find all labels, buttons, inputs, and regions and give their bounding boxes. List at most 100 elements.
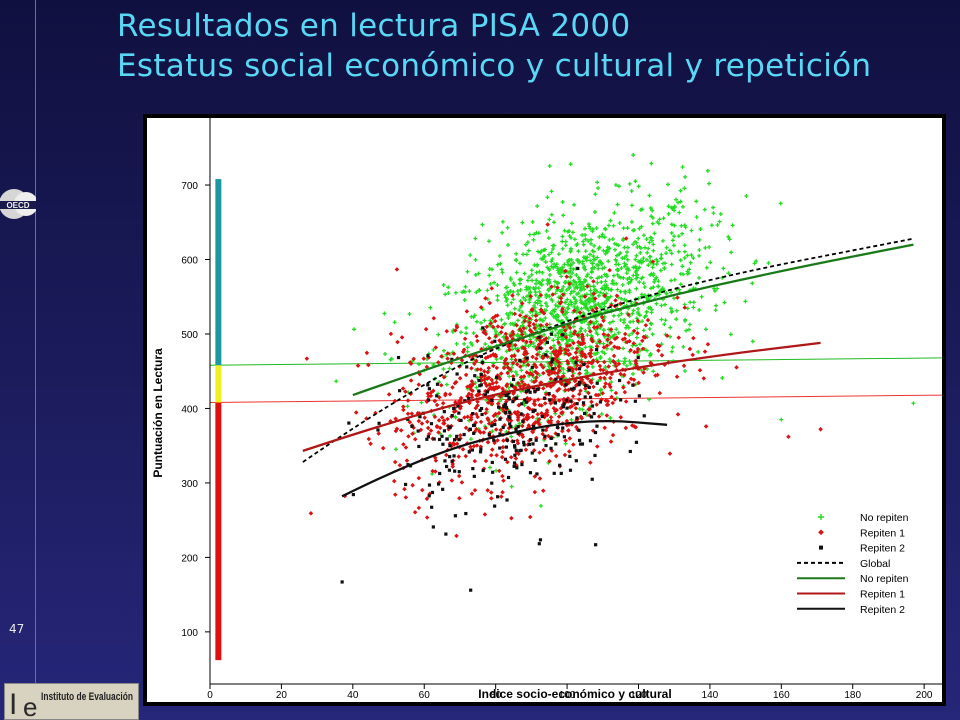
legend-marker-no-repiten <box>818 514 824 520</box>
point-repiten-2 <box>444 532 448 536</box>
point-no-repiten <box>428 305 433 310</box>
point-no-repiten <box>453 414 458 419</box>
point-no-repiten <box>581 242 586 247</box>
point-no-repiten <box>614 242 619 247</box>
point-repiten-2 <box>537 335 541 339</box>
point-repiten-1 <box>563 438 568 443</box>
point-repiten-1 <box>436 430 441 435</box>
point-no-repiten <box>485 288 490 293</box>
point-no-repiten <box>586 322 591 327</box>
point-no-repiten <box>662 302 667 307</box>
point-no-repiten <box>642 284 647 289</box>
point-repiten-2 <box>515 396 519 400</box>
point-repiten-2 <box>532 424 536 429</box>
point-no-repiten <box>643 313 648 318</box>
point-no-repiten <box>682 249 687 254</box>
point-no-repiten <box>601 341 606 346</box>
point-repiten-2 <box>559 377 563 382</box>
point-no-repiten <box>647 240 652 245</box>
point-repiten-2 <box>508 416 512 420</box>
point-repiten-2 <box>526 388 531 393</box>
point-repiten-2 <box>485 390 490 394</box>
point-no-repiten <box>537 373 542 378</box>
point-no-repiten <box>549 297 554 302</box>
point-no-repiten <box>583 345 588 350</box>
point-no-repiten <box>570 359 575 364</box>
point-repiten-1 <box>500 473 505 479</box>
point-no-repiten <box>550 257 555 262</box>
point-no-repiten <box>560 239 565 244</box>
point-repiten-2 <box>572 386 576 390</box>
point-no-repiten <box>512 306 517 311</box>
point-repiten-1 <box>501 365 507 371</box>
point-no-repiten <box>610 278 615 283</box>
point-repiten-1 <box>501 478 506 483</box>
point-no-repiten <box>383 352 388 357</box>
point-repiten-1 <box>602 359 607 365</box>
point-repiten-2 <box>577 367 582 371</box>
point-no-repiten <box>537 289 542 294</box>
point-no-repiten <box>544 292 549 297</box>
point-no-repiten <box>551 220 556 225</box>
point-repiten-2 <box>477 378 481 383</box>
svg-text:e: e <box>23 692 37 720</box>
point-repiten-1 <box>527 397 533 402</box>
point-repiten-2 <box>431 525 435 529</box>
point-no-repiten <box>568 291 573 296</box>
point-no-repiten <box>596 293 601 298</box>
point-no-repiten <box>582 277 587 282</box>
point-repiten-2 <box>504 393 508 398</box>
point-no-repiten <box>713 308 718 313</box>
point-repiten-2 <box>565 406 569 410</box>
point-repiten-1 <box>494 380 499 385</box>
point-repiten-1 <box>494 365 500 371</box>
point-repiten-1 <box>500 444 506 450</box>
point-repiten-1 <box>570 393 576 399</box>
point-no-repiten <box>587 296 592 301</box>
point-repiten-1 <box>494 453 499 458</box>
point-no-repiten <box>495 298 500 303</box>
point-repiten-1 <box>454 533 459 539</box>
point-repiten-1 <box>486 365 491 371</box>
point-no-repiten <box>586 308 591 313</box>
point-repiten-1 <box>491 363 496 369</box>
legend-marker-repiten-1 <box>818 529 824 536</box>
point-no-repiten <box>588 241 593 246</box>
point-repiten-1 <box>613 363 619 369</box>
point-no-repiten <box>556 335 561 340</box>
point-no-repiten <box>520 310 525 315</box>
point-no-repiten <box>577 277 582 282</box>
point-no-repiten <box>509 434 514 439</box>
point-repiten-2 <box>577 428 581 432</box>
point-repiten-1 <box>676 335 681 340</box>
point-no-repiten <box>643 293 648 298</box>
point-repiten-2 <box>554 442 558 446</box>
point-no-repiten <box>543 316 548 321</box>
point-no-repiten <box>624 363 629 368</box>
point-repiten-2 <box>549 446 553 450</box>
point-no-repiten <box>585 272 590 277</box>
point-repiten-1 <box>552 394 557 399</box>
point-repiten-2 <box>510 383 514 387</box>
point-no-repiten <box>638 250 643 255</box>
point-no-repiten <box>352 327 357 332</box>
point-repiten-1 <box>548 362 554 368</box>
point-repiten-2 <box>544 443 548 448</box>
point-no-repiten <box>473 257 478 262</box>
point-no-repiten <box>507 374 512 379</box>
point-repiten-1 <box>513 357 518 363</box>
point-repiten-1 <box>462 415 467 420</box>
point-repiten-2 <box>636 356 640 360</box>
point-no-repiten <box>539 256 544 261</box>
point-repiten-2 <box>574 459 578 463</box>
point-repiten-1 <box>431 315 437 321</box>
point-no-repiten <box>487 239 492 244</box>
point-no-repiten <box>625 277 630 282</box>
point-repiten-2 <box>531 442 535 446</box>
point-repiten-2 <box>549 436 553 440</box>
point-no-repiten <box>612 210 617 215</box>
point-no-repiten <box>726 234 731 239</box>
point-repiten-1 <box>391 478 397 484</box>
point-no-repiten <box>618 289 623 294</box>
point-repiten-1 <box>444 452 449 458</box>
